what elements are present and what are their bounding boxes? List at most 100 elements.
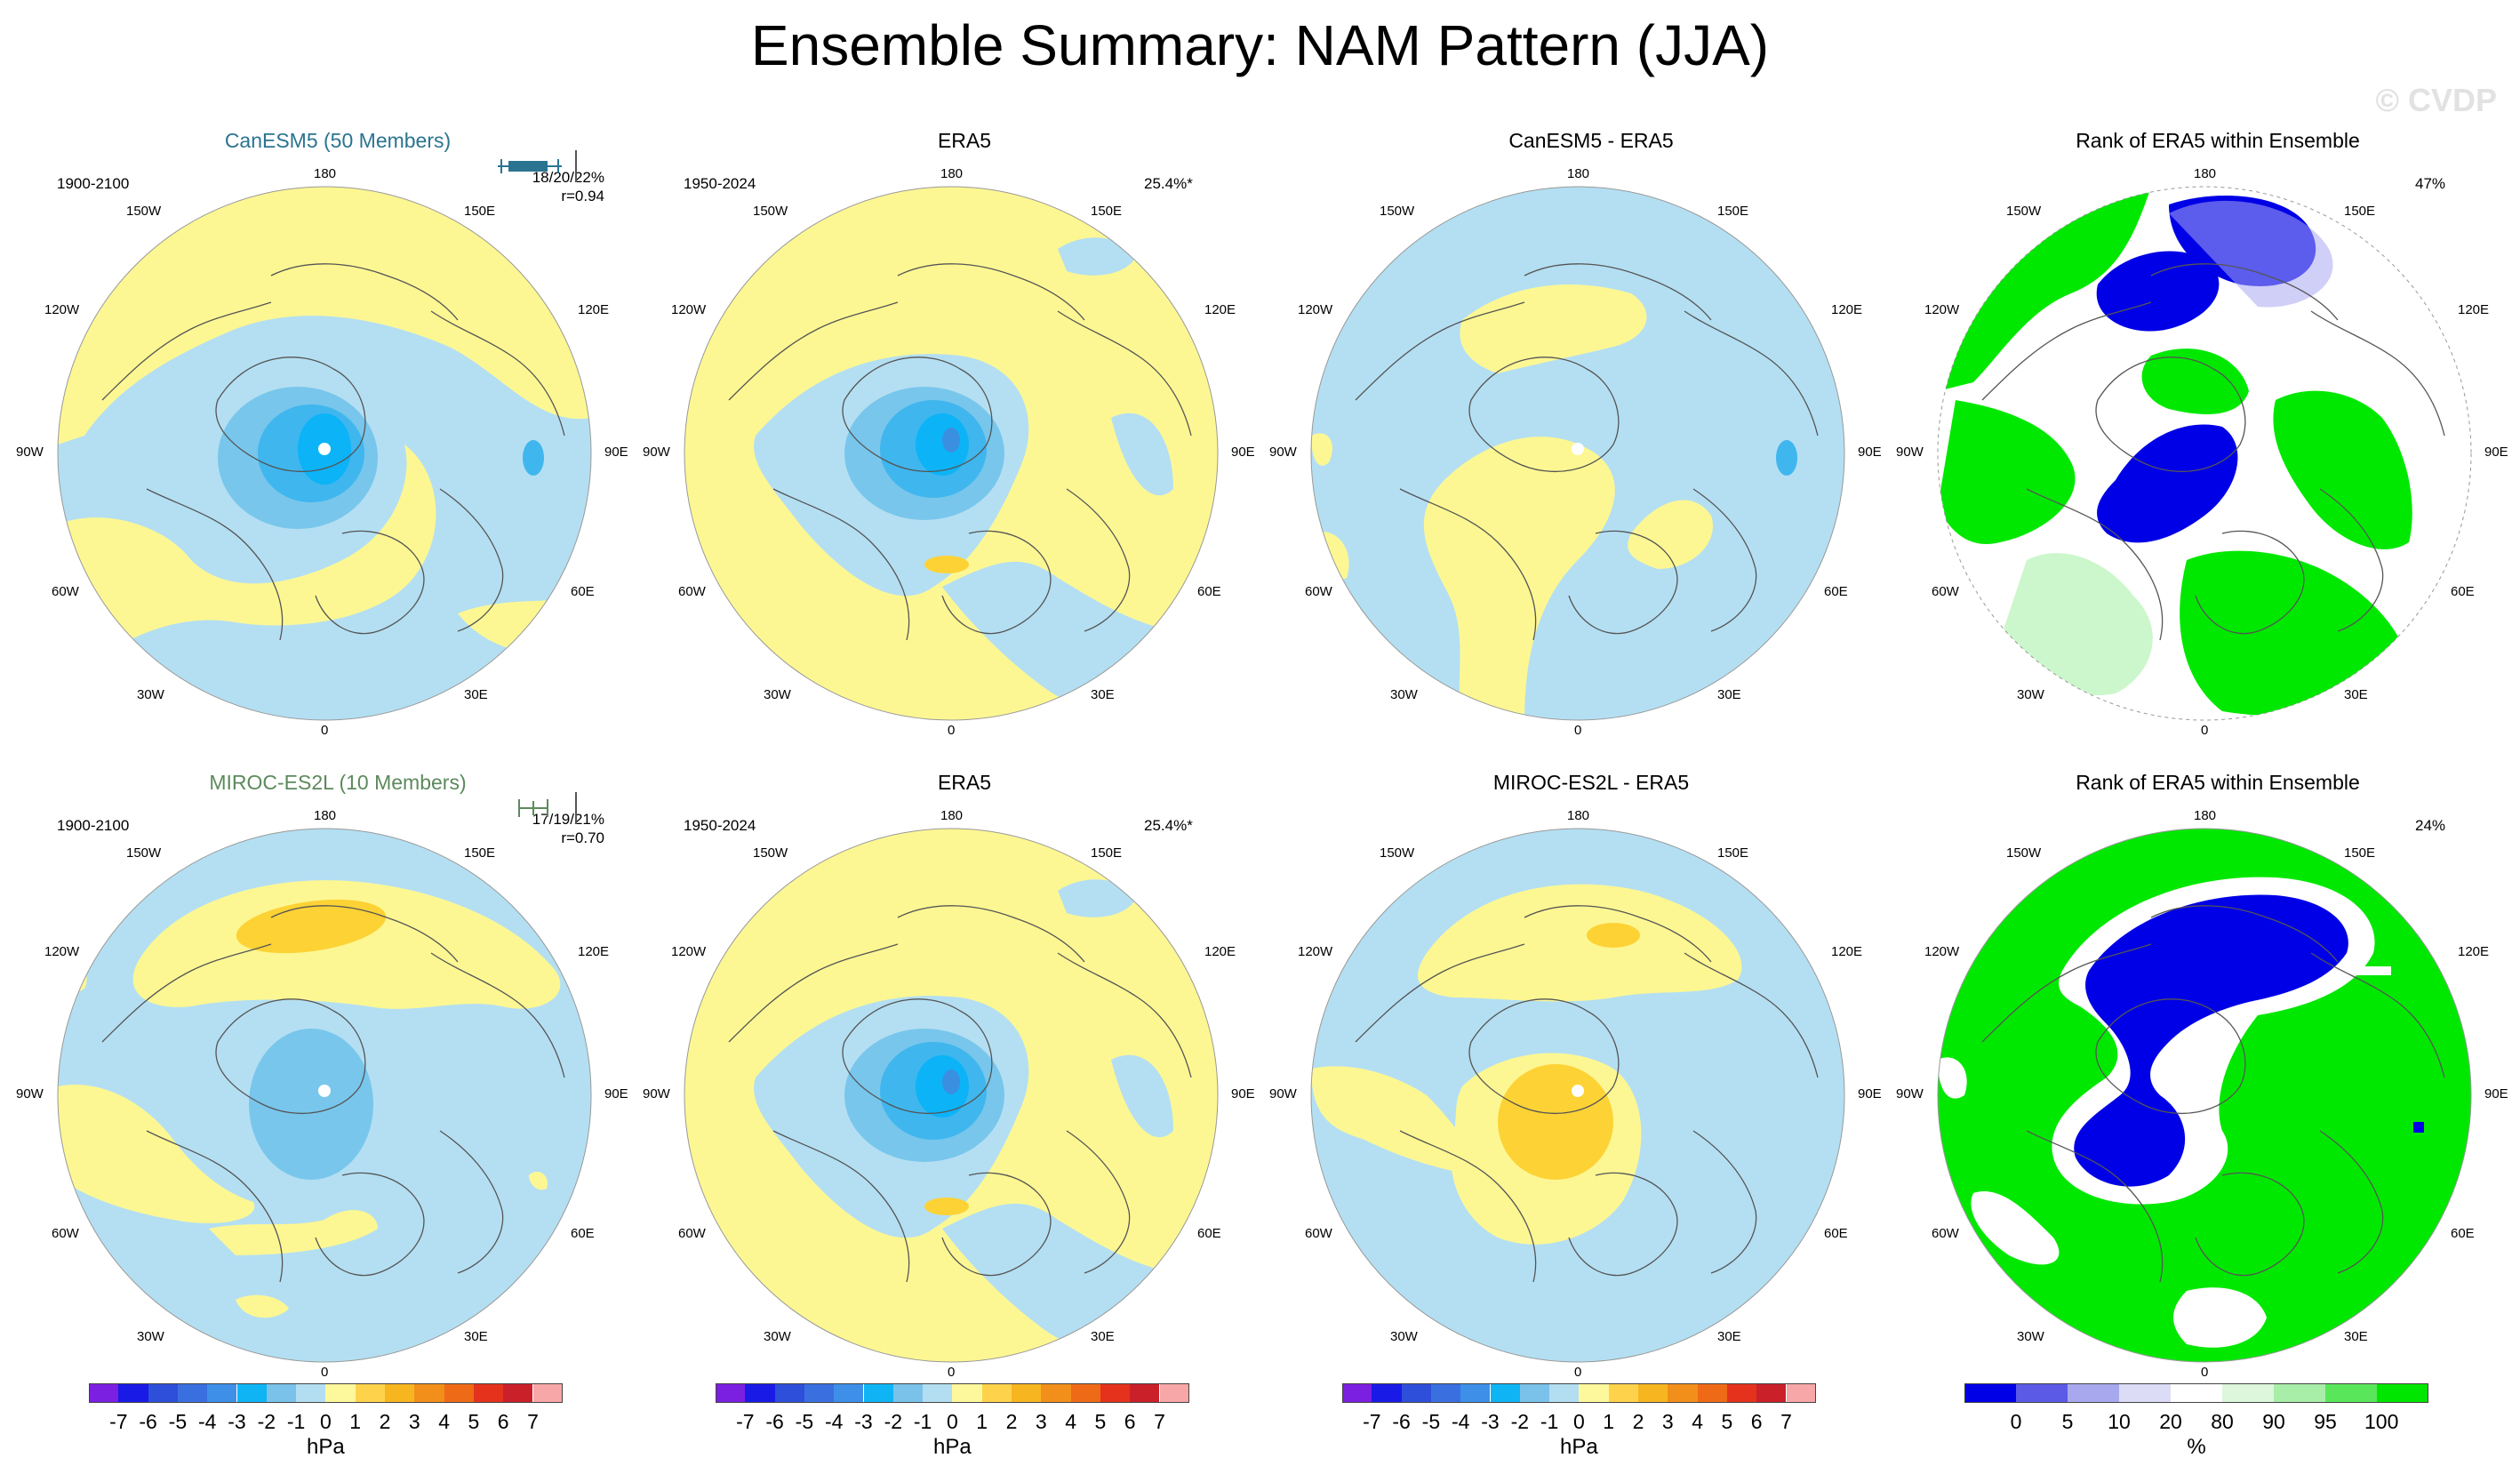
colorbar-segment (981, 1383, 1012, 1403)
panel-rank-row2: Rank of ERA5 within Ensemble 24% 180 150… (1896, 771, 2520, 1482)
panel-rank-row1: Rank of ERA5 within Ensemble 47% 180 150 (1896, 129, 2520, 840)
colorbar-unit: hPa (307, 1435, 345, 1459)
colorbar-tick-label: 3 (1661, 1410, 1674, 1433)
colorbar-segment (148, 1383, 178, 1403)
period-label: 1950-2024 (684, 817, 756, 834)
colorbar-segment (2325, 1383, 2377, 1403)
colorbar-tick-label: 2 (1005, 1410, 1018, 1433)
colorbar-segment (355, 1383, 385, 1403)
rank-map (1937, 186, 2472, 721)
colorbar-segment (2171, 1383, 2222, 1403)
colorbar-segment (2377, 1383, 2428, 1403)
nam-map-diff (1310, 186, 1845, 721)
colorbar-segment (503, 1383, 533, 1403)
pattern-stats: 17/19/21% r=0.70 (532, 811, 604, 846)
variance-pct: 25.4%* (1144, 817, 1193, 834)
colorbar-tick-label: 100 (2364, 1410, 2399, 1433)
page-title: Ensemble Summary: NAM Pattern (JJA) (750, 13, 1770, 77)
colorbar-segment (1786, 1383, 1816, 1403)
colorbar-tick-label: 10 (2108, 1410, 2131, 1433)
nam-map-diff (1310, 828, 1845, 1363)
colorbar-segment (1460, 1383, 1491, 1403)
colorbar-segment (532, 1383, 563, 1403)
panel-obs-row2: ERA5 1950-2024 25.4%* 180 150W 150E 120W (643, 771, 1276, 1482)
colorbar-tick-label: -6 (139, 1410, 157, 1433)
colorbar-segment (325, 1383, 356, 1403)
panel-title: CanESM5 (50 Members) (224, 129, 452, 152)
ensemble-whisker (518, 792, 577, 824)
colorbar-tick-label: 6 (1124, 1410, 1136, 1433)
colorbar-tick-label: 6 (1750, 1410, 1763, 1433)
colorbar-tick-label: 20 (2159, 1410, 2182, 1433)
colorbar-tick-label: 0 (2010, 1410, 2022, 1433)
panel-model-row1: CanESM5 (50 Members) 1900-2100 18/20/22%… (16, 129, 649, 840)
colorbar-segment (1579, 1383, 1609, 1403)
colorbar-tick-label: 2 (1632, 1410, 1644, 1433)
colorbar-segment (1638, 1383, 1668, 1403)
colorbar-tick-label: 5 (1721, 1410, 1733, 1433)
colorbar-tick-label: -3 (854, 1410, 873, 1433)
colorbar-tick-label: -1 (1540, 1410, 1559, 1433)
colorbar-segment (804, 1383, 835, 1403)
colorbar-tick-label: -4 (1451, 1410, 1470, 1433)
panel-obs-row1: ERA5 1950-2024 25.4%* 180 150W 150E 120W (643, 129, 1276, 840)
nam-map-era5 (684, 186, 1219, 721)
colorbar-tick-label: -4 (824, 1410, 844, 1433)
colorbar-tick-label: 0 (1572, 1410, 1585, 1433)
colorbar-segment (1041, 1383, 1071, 1403)
colorbar-segment (745, 1383, 775, 1403)
colorbar-tick-label: 95 (2314, 1410, 2337, 1433)
colorbar-tick-label: 7 (527, 1410, 539, 1433)
period-label: 1900-2100 (57, 175, 130, 192)
colorbar-tick-label: -1 (286, 1410, 306, 1433)
colorbar-tick-label: 3 (408, 1410, 420, 1433)
colorbar-tick-label: 7 (1780, 1410, 1792, 1433)
colorbar-segment (1668, 1383, 1698, 1403)
colorbar-segment (2068, 1383, 2119, 1403)
colorbar-tick-label: -4 (197, 1410, 217, 1433)
colorbar-segment (1342, 1383, 1372, 1403)
colorbar-tick-label: 0 (319, 1410, 332, 1433)
colorbar-segment (444, 1383, 474, 1403)
colorbar-tick-label: -1 (913, 1410, 932, 1433)
colorbar-segment (2222, 1383, 2274, 1403)
ensemble-whisker (498, 150, 577, 182)
colorbar-segment (923, 1383, 953, 1403)
panel-title: Rank of ERA5 within Ensemble (2076, 129, 2360, 152)
colorbar-segment (414, 1383, 444, 1403)
panel-title: Rank of ERA5 within Ensemble (2076, 771, 2360, 794)
colorbar-segment (1012, 1383, 1042, 1403)
nam-map-era5 (684, 828, 1219, 1363)
colorbar-tick-label: 4 (1692, 1410, 1703, 1433)
colorbar-segment (177, 1383, 208, 1403)
colorbar-unit: hPa (1560, 1435, 1598, 1459)
nam-map-canesm5 (57, 186, 592, 721)
colorbar-segment (1608, 1383, 1638, 1403)
colorbar-segment (863, 1383, 893, 1403)
colorbar-tick-label: -7 (736, 1410, 755, 1433)
colorbar-segment (1964, 1383, 2016, 1403)
colorbar-segment (1070, 1383, 1100, 1403)
variance-pct: 25.4%* (1144, 175, 1193, 192)
colorbar-segment (266, 1383, 297, 1403)
colorbar-tick-label: 4 (1065, 1410, 1076, 1433)
colorbar-segment (296, 1383, 326, 1403)
colorbar-segment (1100, 1383, 1131, 1403)
pattern-stats: 18/20/22% r=0.94 (532, 169, 604, 204)
colorbar-tick-label: 2 (379, 1410, 391, 1433)
colorbar-tick-label: -2 (1510, 1410, 1530, 1433)
rank-pct: 47% (2415, 175, 2446, 192)
period-label: 1950-2024 (684, 175, 756, 192)
panel-model-row2: MIROC-ES2L (10 Members) 1900-2100 17/19/… (16, 771, 649, 1482)
colorbar-tick-label: -2 (257, 1410, 276, 1433)
colorbar-tick-label: 5 (468, 1410, 480, 1433)
colorbar-hpa-3: -7 -6 -5 -4 -3 -2 -1 0 1 2 3 4 5 6 7 hPa (1342, 1383, 1822, 1472)
colorbar-segment (89, 1383, 119, 1403)
colorbar-tick-label: -5 (795, 1410, 814, 1433)
colorbar-segment (1401, 1383, 1431, 1403)
colorbar-rank: 0 5 10 20 80 90 95 100% (1964, 1383, 2444, 1472)
colorbar-tick-label: 5 (2061, 1410, 2074, 1433)
rank-map (1937, 828, 2472, 1363)
colorbar-segment (1549, 1383, 1580, 1403)
colorbar-tick-label: 4 (438, 1410, 450, 1433)
